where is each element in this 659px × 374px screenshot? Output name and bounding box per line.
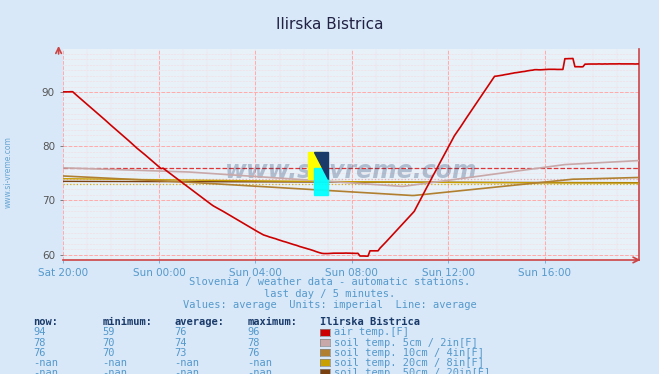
Text: now:: now: [33,318,58,327]
Text: -nan: -nan [247,358,272,368]
Text: -nan: -nan [102,368,127,374]
Text: maximum:: maximum: [247,318,297,327]
Bar [314,168,328,195]
Text: 70: 70 [102,348,115,358]
Text: 78: 78 [247,338,260,347]
Bar [308,151,322,179]
Text: average:: average: [175,318,225,327]
Text: Values: average  Units: imperial  Line: average: Values: average Units: imperial Line: av… [183,300,476,310]
Text: soil temp. 50cm / 20in[F]: soil temp. 50cm / 20in[F] [334,368,490,374]
Text: soil temp. 20cm / 8in[F]: soil temp. 20cm / 8in[F] [334,358,484,368]
Text: 76: 76 [175,328,187,337]
Text: www.si-vreme.com: www.si-vreme.com [225,159,477,183]
Text: 78: 78 [33,338,45,347]
Text: 76: 76 [247,348,260,358]
Text: 74: 74 [175,338,187,347]
Text: 76: 76 [33,348,45,358]
Text: 70: 70 [102,338,115,347]
Text: -nan: -nan [247,368,272,374]
Text: -nan: -nan [175,368,200,374]
Text: -nan: -nan [102,358,127,368]
Text: last day / 5 minutes.: last day / 5 minutes. [264,289,395,298]
Text: www.si-vreme.com: www.si-vreme.com [4,136,13,208]
Text: -nan: -nan [33,368,58,374]
Text: minimum:: minimum: [102,318,152,327]
Text: air temp.[F]: air temp.[F] [334,328,409,337]
Text: 59: 59 [102,328,115,337]
Text: Ilirska Bistrica: Ilirska Bistrica [320,318,420,327]
Text: Slovenia / weather data - automatic stations.: Slovenia / weather data - automatic stat… [189,278,470,287]
Polygon shape [314,151,328,179]
Text: soil temp. 10cm / 4in[F]: soil temp. 10cm / 4in[F] [334,348,484,358]
Text: 94: 94 [33,328,45,337]
Text: 73: 73 [175,348,187,358]
Text: 96: 96 [247,328,260,337]
Text: -nan: -nan [175,358,200,368]
Text: soil temp. 5cm / 2in[F]: soil temp. 5cm / 2in[F] [334,338,478,347]
Text: Ilirska Bistrica: Ilirska Bistrica [275,17,384,32]
Text: -nan: -nan [33,358,58,368]
